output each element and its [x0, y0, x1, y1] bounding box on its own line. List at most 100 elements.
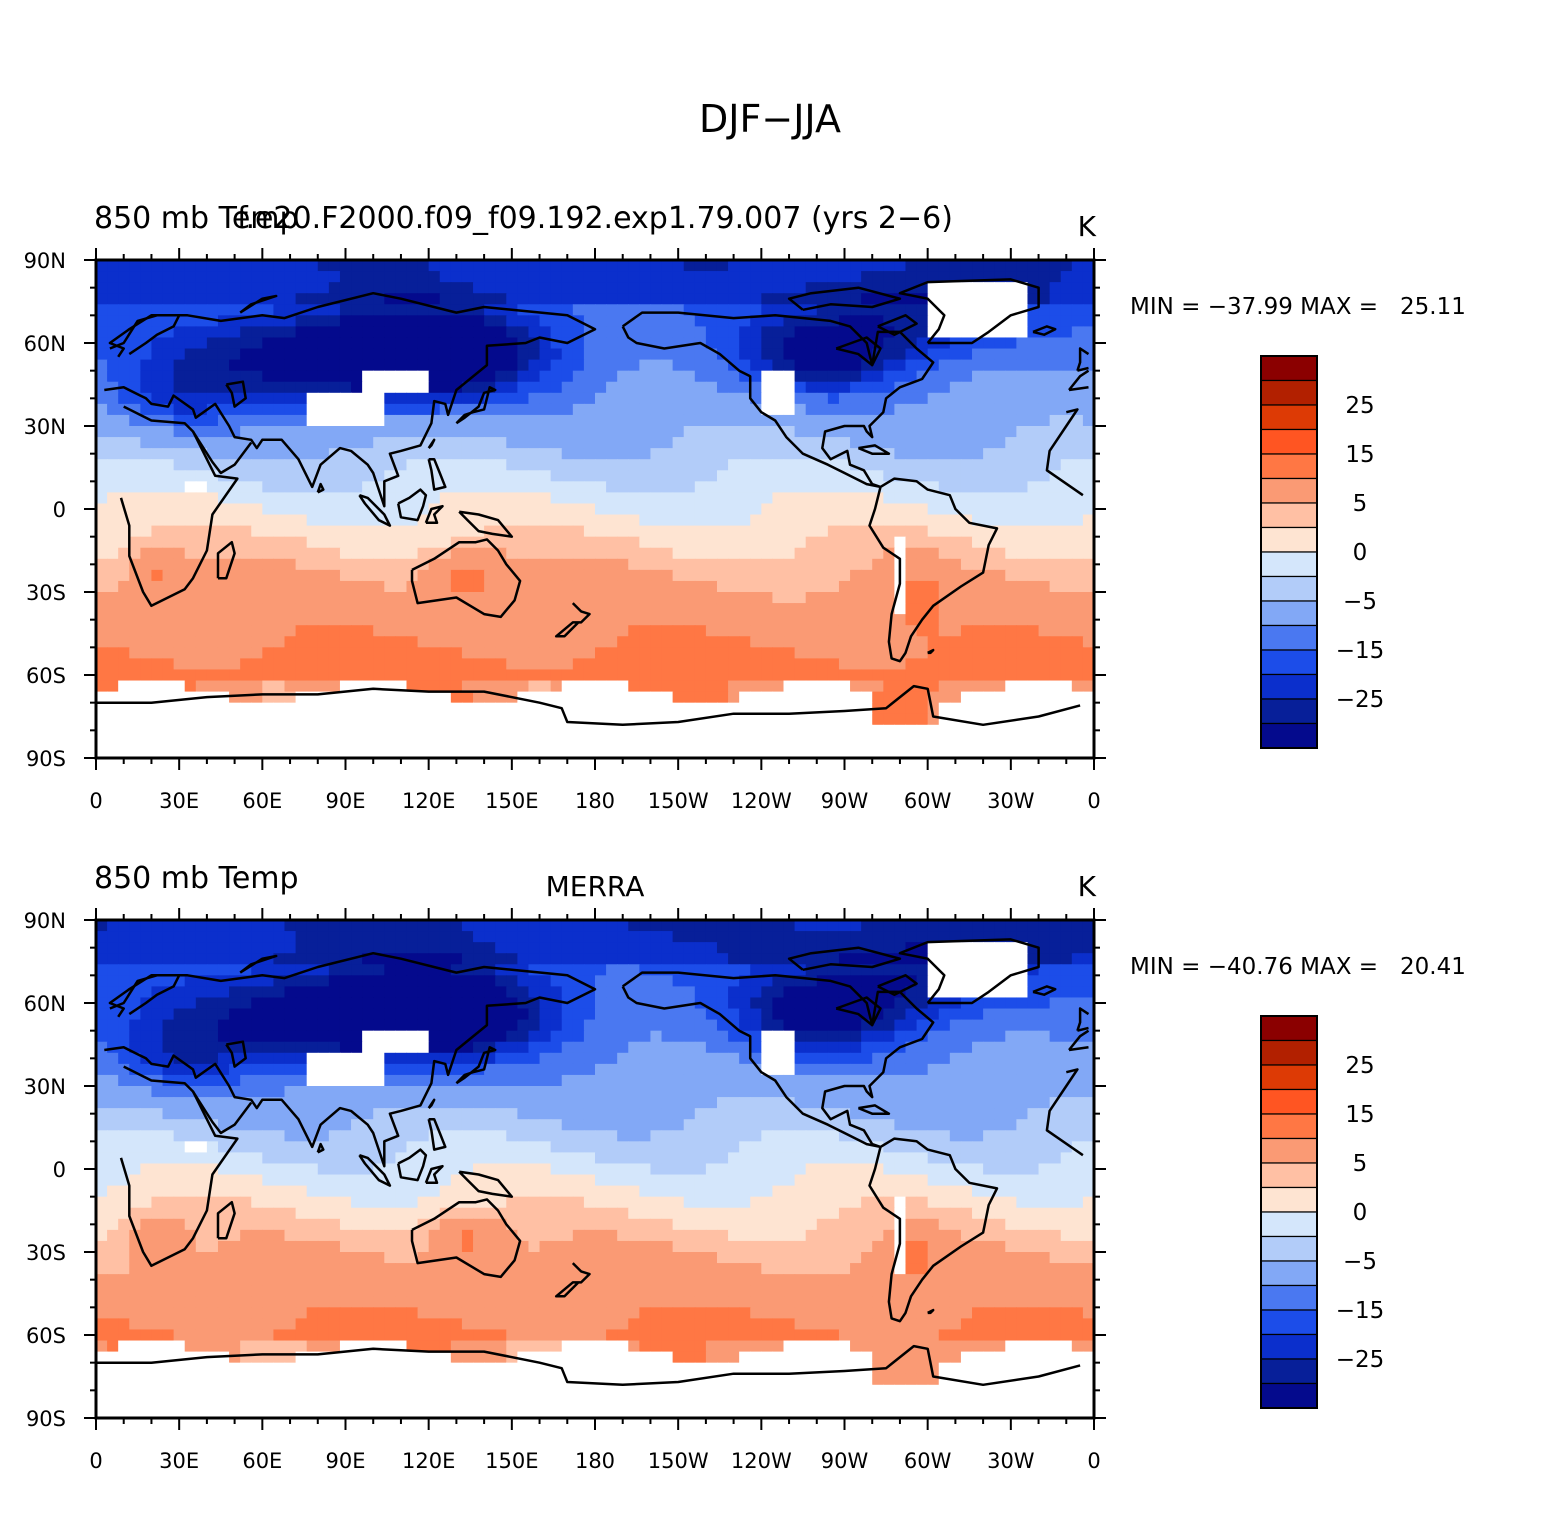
field-cell: [1060, 746, 1073, 758]
field-cell: [495, 746, 507, 758]
field-cell: [816, 304, 829, 316]
field-cell: [805, 953, 818, 965]
field-cell: [739, 414, 751, 427]
field-cell: [728, 381, 740, 394]
field-cell: [107, 514, 119, 527]
field-cell: [118, 592, 130, 604]
field-cell: [373, 580, 385, 593]
field-cell: [262, 359, 275, 372]
field-cell: [905, 569, 918, 582]
field-cell: [927, 592, 940, 604]
field-cell: [450, 975, 463, 987]
field-cell: [217, 459, 230, 471]
colorbar-box: [1260, 673, 1318, 700]
field-cell: [262, 713, 275, 726]
field-cell: [151, 647, 164, 659]
field-cell: [883, 614, 895, 626]
field-cell: [716, 746, 729, 758]
field-cell: [550, 592, 563, 604]
field-cell: [683, 403, 696, 416]
field-cell: [96, 459, 108, 471]
field-cell: [162, 614, 175, 626]
field-cell: [716, 603, 729, 615]
field-cell: [295, 326, 308, 339]
field-cell: [362, 724, 374, 737]
field-cell: [328, 647, 341, 659]
field-cell: [461, 381, 474, 394]
field-cell: [550, 680, 563, 693]
field-cell: [1016, 503, 1029, 516]
field-cell: [1027, 514, 1040, 527]
field-cell: [1071, 636, 1084, 648]
field-cell: [938, 964, 951, 976]
field-cell: [883, 392, 895, 405]
x-tick-label: 60W: [904, 789, 952, 813]
field-cell: [650, 392, 663, 405]
field-cell: [262, 975, 275, 987]
field-cell: [983, 370, 995, 383]
field-cell: [406, 636, 419, 648]
field-cell: [184, 315, 197, 327]
field-cell: [129, 359, 141, 372]
field-cell: [1049, 304, 1062, 316]
field-cell: [206, 658, 219, 671]
field-cell: [317, 381, 330, 394]
field-cell: [838, 724, 851, 737]
field-cell: [838, 735, 851, 748]
coastline: [857, 444, 891, 455]
field-cell: [1027, 724, 1040, 737]
field-cell: [140, 702, 153, 715]
field-cell: [450, 931, 463, 943]
field-cell: [506, 647, 518, 659]
field-cell: [428, 658, 441, 671]
field-cell: [1005, 392, 1017, 405]
field-cell: [872, 359, 884, 372]
field-cell: [306, 625, 319, 637]
field-cell: [861, 459, 873, 471]
field-cell: [550, 492, 563, 505]
field-cell: [217, 514, 230, 527]
field-cell: [539, 503, 552, 516]
field-cell: [439, 271, 452, 283]
field-cell: [484, 713, 496, 726]
field-cell: [838, 437, 851, 449]
field-cell: [1082, 658, 1094, 671]
field-cell: [617, 315, 629, 327]
field-cell: [794, 370, 807, 383]
field-cell: [872, 942, 884, 954]
field-cell: [461, 282, 474, 294]
field-cell: [861, 304, 873, 316]
field-cell: [118, 680, 130, 693]
field-cell: [628, 547, 640, 560]
field-cell: [750, 942, 762, 954]
field-cell: [705, 702, 718, 715]
field-cell: [894, 470, 907, 482]
field-cell: [328, 271, 341, 283]
field-cell: [395, 547, 408, 560]
field-cell: [450, 953, 463, 965]
field-cell: [960, 381, 973, 394]
field-cell: [195, 337, 208, 350]
field-cell: [1049, 975, 1062, 987]
field-cell: [151, 580, 164, 593]
field-cell: [639, 448, 652, 460]
field-cell: [1038, 942, 1051, 954]
field-cell: [850, 724, 862, 737]
field-cell: [617, 713, 629, 726]
field-cell: [1005, 536, 1017, 549]
field-cell: [606, 437, 618, 449]
field-cell: [794, 481, 807, 493]
field-cell: [983, 392, 995, 405]
x-tick-label: 0: [1087, 789, 1100, 813]
field-cell: [750, 569, 762, 582]
field-cell: [628, 724, 640, 737]
field-cell: [794, 592, 807, 604]
field-cell: [894, 713, 907, 726]
field-cell: [240, 580, 252, 593]
field-cell: [750, 337, 762, 350]
field-cell: [972, 503, 984, 516]
field-cell: [816, 293, 829, 305]
field-cell: [927, 920, 940, 932]
field-cell: [1005, 569, 1017, 582]
field-cell: [118, 625, 130, 637]
